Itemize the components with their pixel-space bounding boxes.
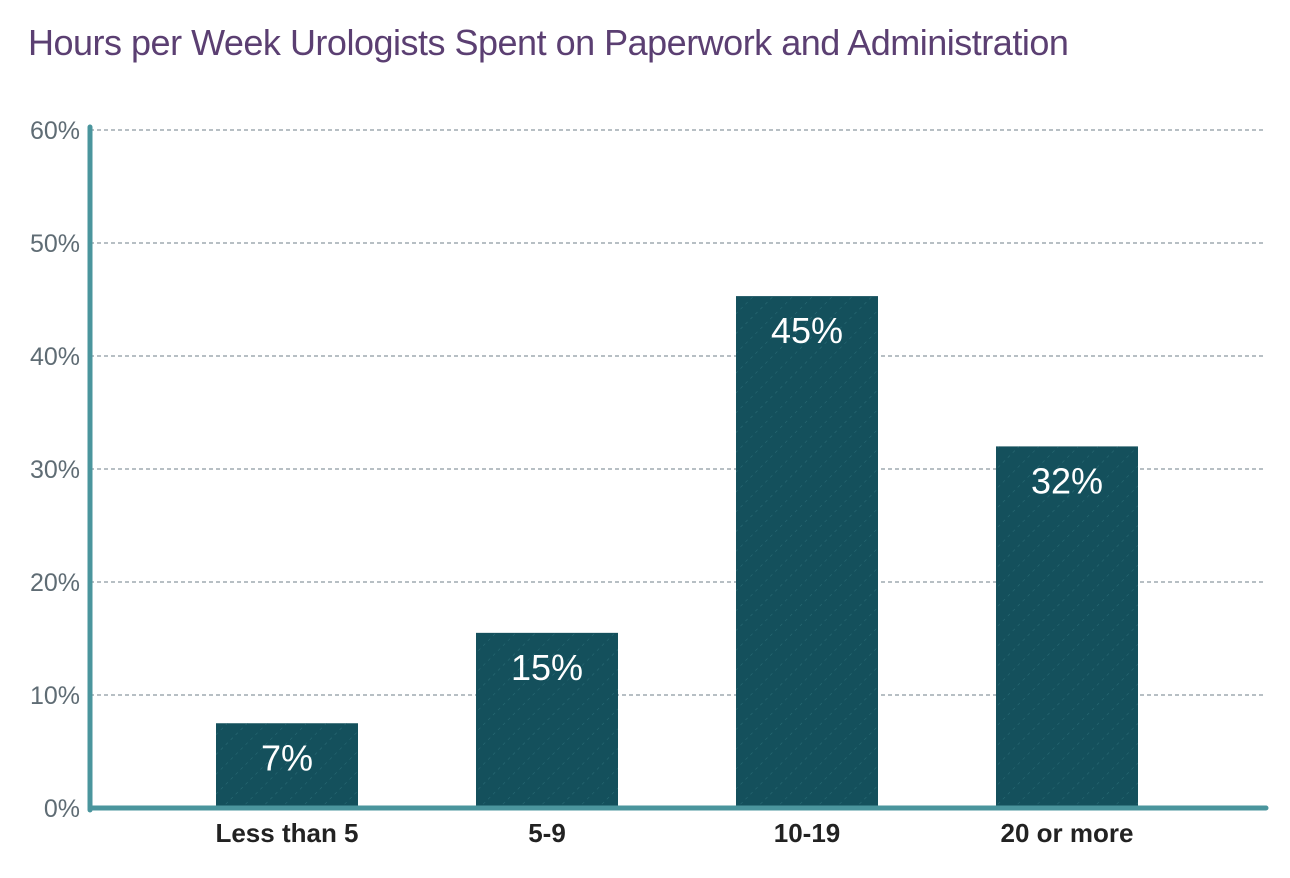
bar-texture (216, 723, 358, 808)
bar-group: 32% (996, 446, 1138, 808)
x-category-label: 20 or more (1001, 818, 1134, 848)
y-tick-label: 40% (30, 343, 80, 371)
y-tick-label: 30% (30, 456, 80, 484)
bar-texture (476, 632, 618, 808)
bar-data-label: 32% (1031, 460, 1103, 501)
bar-texture (996, 446, 1138, 808)
bar-data-label: 15% (511, 647, 583, 688)
x-category-label: Less than 5 (215, 818, 358, 848)
bar-group: 7% (216, 723, 358, 808)
y-tick-label: 10% (30, 682, 80, 710)
x-category-label: 5-9 (528, 818, 566, 848)
x-category-label: 10-19 (774, 818, 841, 848)
y-tick-label: 0% (44, 795, 80, 823)
bar-data-label: 7% (261, 737, 313, 778)
y-axis-tick-labels: 0% 10% 20% 30% 40% 50% 60% (30, 117, 80, 823)
y-tick-label: 60% (30, 117, 80, 145)
y-tick-label: 50% (30, 230, 80, 258)
x-axis-category-labels: Less than 5 5-9 10-19 20 or more (215, 818, 1133, 848)
bar-group: 15% (476, 632, 618, 808)
bars: 7% 15% 45% 32% (216, 296, 1138, 808)
bar-texture (736, 296, 878, 808)
bar-group: 45% (736, 296, 878, 808)
chart-title: Hours per Week Urologists Spent on Paper… (28, 22, 1069, 63)
bar-data-label: 45% (771, 310, 843, 351)
y-tick-label: 20% (30, 569, 80, 597)
axes (87, 124, 1269, 813)
gridlines (90, 129, 1266, 696)
